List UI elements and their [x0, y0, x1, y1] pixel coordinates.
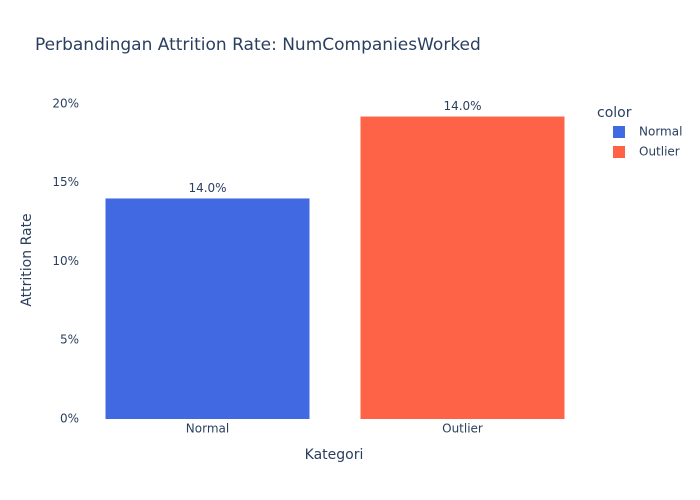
legend-label: Normal [639, 125, 682, 139]
x-axis-title: Kategori [305, 447, 364, 463]
x-tick-label: Outlier [442, 422, 483, 436]
y-tick-label: 5% [60, 333, 79, 347]
x-tick-label: Normal [186, 422, 229, 436]
y-axis-title: Attrition Rate [19, 213, 35, 306]
y-tick-label: 10% [52, 254, 79, 268]
chart-title: Perbandingan Attrition Rate: NumCompanie… [35, 35, 481, 55]
legend-swatch [613, 126, 625, 138]
y-tick-label: 0% [60, 412, 79, 426]
bar-annotation: 14.0% [443, 99, 481, 113]
y-tick-label: 20% [52, 96, 79, 110]
bar-annotation: 14.0% [188, 181, 226, 195]
bar [105, 198, 310, 419]
legend-label: Outlier [639, 145, 680, 159]
y-tick-label: 15% [52, 175, 79, 189]
legend-title: color [597, 105, 632, 121]
legend-swatch [613, 146, 625, 158]
bar [360, 116, 565, 419]
